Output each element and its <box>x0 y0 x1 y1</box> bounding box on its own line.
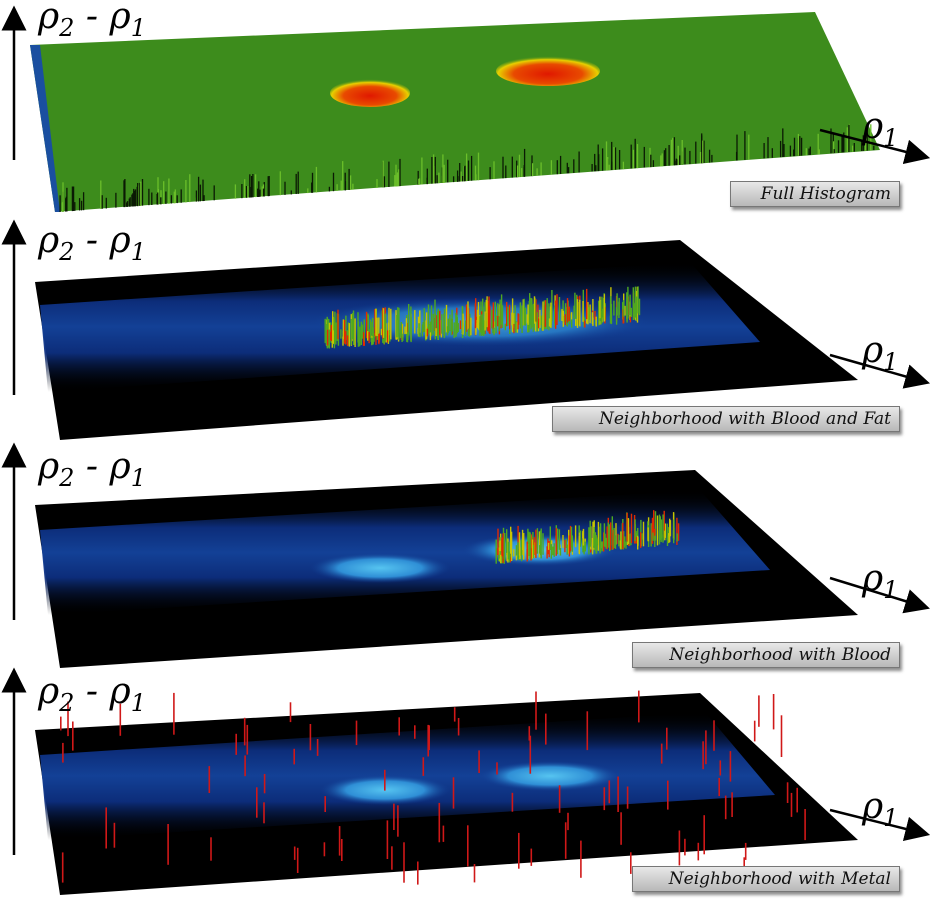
x-axis-arrow <box>829 353 931 389</box>
neighborhood-spikes <box>324 286 641 349</box>
x-axis-arrow <box>829 808 931 842</box>
y-axis-label: ρ2 - ρ1 <box>37 0 146 42</box>
cluster-glow-right <box>480 761 620 791</box>
panel-full-histogram: ρ2 - ρ1 ρ1 <box>1 0 931 212</box>
y-axis-label: ρ2 - ρ1 <box>37 220 146 266</box>
x-axis-label: ρ1 <box>861 330 898 376</box>
label-metal: Neighborhood with Metal <box>632 866 900 892</box>
histogram-left-edge <box>30 45 60 212</box>
x-axis-arrow <box>829 576 930 614</box>
peak-right <box>496 56 600 86</box>
label-blood: Neighborhood with Blood <box>632 642 900 668</box>
y-axis-label: ρ2 - ρ1 <box>37 446 146 492</box>
panel-blood-and-fat: ρ2 - ρ1 ρ1 <box>1 219 931 440</box>
metal-spikes <box>59 690 806 885</box>
histogram-noise-front <box>59 123 875 212</box>
x-axis-label: ρ1 <box>861 786 898 832</box>
neighborhood-spikes <box>495 510 680 564</box>
x-axis-label: ρ1 <box>861 106 898 152</box>
histogram-surface <box>30 12 880 212</box>
peak-left <box>330 79 410 107</box>
y-axis-label: ρ2 - ρ1 <box>37 671 146 717</box>
density-band <box>40 490 770 615</box>
x-axis-arrow <box>819 128 931 165</box>
panel-blood: ρ2 - ρ1 ρ1 <box>1 442 930 668</box>
cluster-glow-left <box>310 553 450 583</box>
panel-metal: ρ2 - ρ1 ρ1 <box>1 667 931 895</box>
x-axis-label: ρ1 <box>861 558 898 604</box>
label-blood-and-fat: Neighborhood with Blood and Fat <box>552 406 900 432</box>
label-full-histogram: Full Histogram <box>730 181 900 207</box>
